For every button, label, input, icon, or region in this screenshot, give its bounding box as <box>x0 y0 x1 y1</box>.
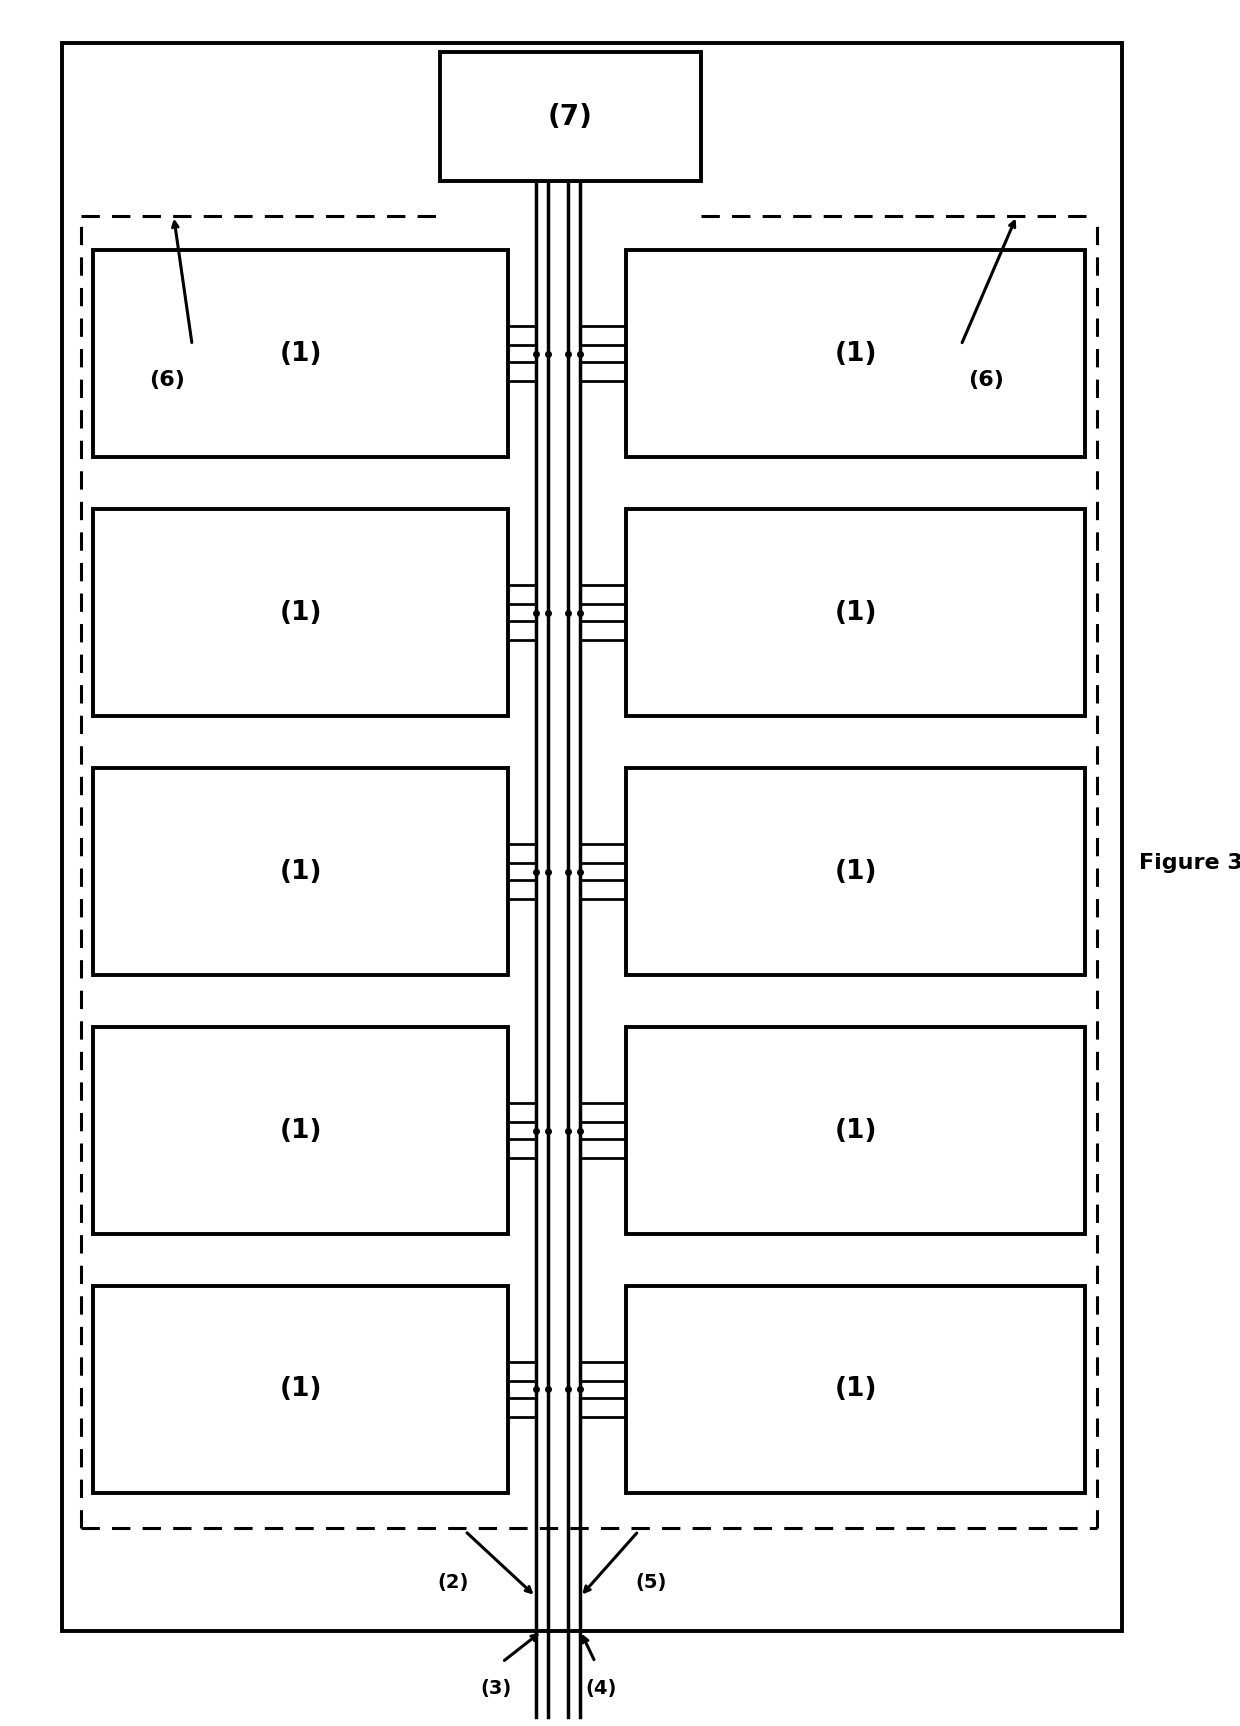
Bar <box>626 509 1085 716</box>
Text: (1): (1) <box>835 599 877 627</box>
Text: (1): (1) <box>835 858 877 885</box>
Bar <box>626 768 1085 975</box>
Bar <box>626 250 1085 457</box>
Text: (1): (1) <box>835 1376 877 1403</box>
Bar <box>626 1286 1085 1493</box>
Text: (1): (1) <box>279 340 322 368</box>
Bar <box>440 52 701 181</box>
Text: (6): (6) <box>150 369 185 390</box>
Text: (1): (1) <box>279 858 322 885</box>
Bar <box>93 509 508 716</box>
Text: (1): (1) <box>279 1117 322 1144</box>
Text: (1): (1) <box>835 340 877 368</box>
Text: (4): (4) <box>585 1678 618 1698</box>
Bar <box>626 1027 1085 1234</box>
Text: Figure 3: Figure 3 <box>1138 853 1240 873</box>
Text: (1): (1) <box>279 599 322 627</box>
Text: (1): (1) <box>835 1117 877 1144</box>
Text: (1): (1) <box>279 1376 322 1403</box>
Text: (5): (5) <box>635 1572 667 1593</box>
Text: (6): (6) <box>968 369 1003 390</box>
Bar <box>93 1286 508 1493</box>
Bar <box>93 1027 508 1234</box>
Bar <box>62 43 1122 1631</box>
Bar <box>93 768 508 975</box>
Text: (3): (3) <box>480 1678 512 1698</box>
Text: (7): (7) <box>548 102 593 131</box>
Bar <box>93 250 508 457</box>
Text: (2): (2) <box>436 1572 469 1593</box>
